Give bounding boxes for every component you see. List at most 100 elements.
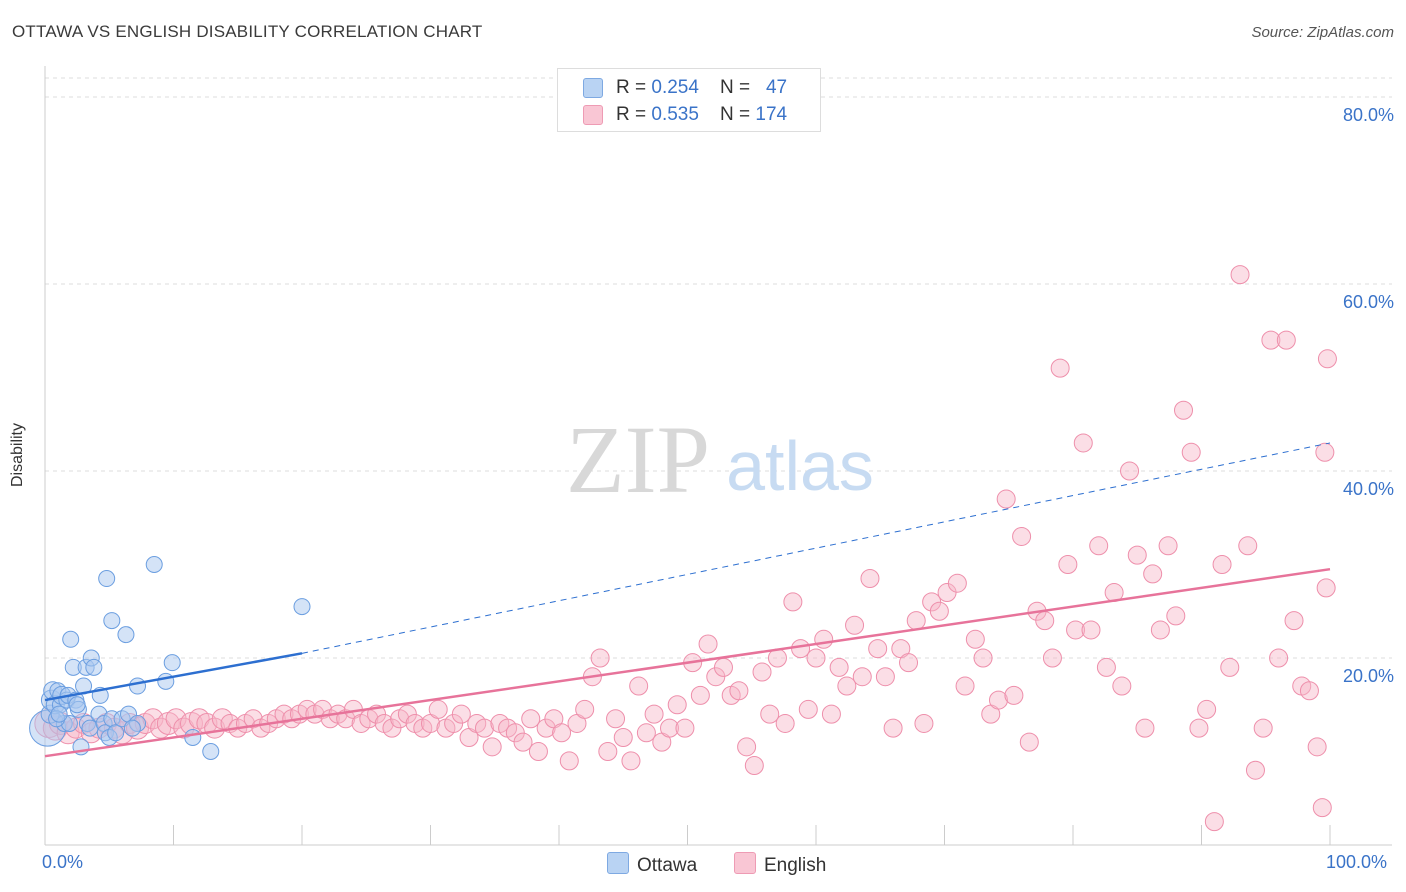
english-point — [660, 718, 680, 738]
english-point — [590, 648, 610, 668]
english-point — [629, 676, 649, 696]
english-point — [1143, 564, 1163, 584]
english-point — [1261, 330, 1281, 350]
english-point — [482, 737, 502, 757]
english-point — [451, 704, 471, 724]
legend-swatch-english — [583, 105, 603, 125]
grid-lines — [45, 77, 1392, 659]
ottawa-point — [157, 672, 175, 690]
english-point — [598, 742, 618, 761]
english-point — [883, 718, 903, 738]
y-tick-label: 40.0% — [1342, 479, 1394, 499]
english-point — [1096, 657, 1116, 677]
english-point — [775, 713, 795, 733]
english-point — [1284, 611, 1304, 631]
ottawa-point — [107, 724, 125, 742]
english-point — [1135, 718, 1155, 738]
bottom-legend-swatch-ottawa — [607, 852, 629, 874]
english-point — [829, 657, 849, 677]
chart-title: OTTAWA VS ENGLISH DISABILITY CORRELATION… — [12, 22, 483, 41]
ottawa-point — [68, 696, 86, 714]
english-trend-line — [44, 567, 1331, 758]
english-point — [1019, 732, 1039, 752]
english-point — [875, 667, 895, 687]
english-point — [988, 690, 1008, 710]
english-point — [1004, 685, 1024, 705]
ottawa-point — [103, 612, 121, 630]
english-point — [806, 648, 826, 668]
english-point — [1212, 555, 1232, 574]
english-point — [1012, 526, 1032, 546]
english-point — [1189, 718, 1209, 738]
english-point — [1050, 358, 1070, 378]
ottawa-point — [293, 598, 311, 616]
trend-lines — [44, 442, 1331, 758]
legend-box: R = 0.254 N = 47 R = 0.535 N = 174 — [557, 68, 821, 132]
ottawa-point — [50, 705, 68, 723]
english-point — [1245, 760, 1265, 780]
english-point — [1166, 606, 1186, 626]
english-point — [428, 699, 448, 719]
bottom-legend-label-ottawa: Ottawa — [637, 855, 698, 876]
english-point — [690, 685, 710, 705]
legend-r-value-english: 0.535 — [651, 104, 699, 125]
english-point — [821, 704, 841, 724]
english-point — [528, 742, 548, 761]
legend-swatch-ottawa — [583, 78, 603, 98]
english-point — [1073, 433, 1093, 453]
english-point — [868, 639, 888, 659]
english-point — [1181, 442, 1201, 462]
bottom-legend-swatch-english — [734, 852, 756, 874]
y-tick-label: 60.0% — [1342, 292, 1394, 312]
english-point — [798, 699, 818, 719]
english-point — [814, 629, 834, 649]
english-point — [1253, 718, 1273, 738]
ottawa-point — [62, 630, 80, 648]
legend-n-label: N = — [720, 104, 756, 125]
english-point — [1317, 349, 1337, 369]
y-tick-label: 80.0% — [1342, 105, 1394, 125]
ottawa-point — [81, 719, 99, 737]
english-point — [552, 723, 572, 743]
english-point — [744, 756, 764, 776]
source-label: Source: ZipAtlas.com — [1251, 24, 1394, 41]
english-point — [1112, 676, 1132, 696]
ottawa-point — [145, 556, 163, 573]
english-point — [783, 592, 803, 612]
y-tick-label: 20.0% — [1342, 666, 1394, 686]
english-point — [667, 695, 687, 715]
english-point — [1150, 620, 1170, 640]
english-point — [914, 713, 934, 733]
ottawa-trend-line — [44, 652, 303, 702]
ottawa-point — [163, 654, 181, 672]
english-point — [1312, 798, 1332, 818]
legend-n-value-english: 174 — [755, 104, 788, 125]
english-point — [955, 676, 975, 696]
bottom-legend-label-english: English — [764, 855, 827, 876]
english-point — [675, 718, 695, 738]
english-point — [996, 489, 1016, 509]
legend-r-label: R = — [616, 104, 652, 125]
english-point — [713, 657, 733, 677]
english-point — [947, 573, 967, 593]
english-point — [606, 709, 626, 729]
english-point — [521, 709, 541, 729]
english-point — [906, 611, 926, 631]
english-point — [698, 634, 718, 654]
legend-n-label: N = — [720, 77, 756, 98]
english-point — [845, 615, 865, 635]
english-point — [644, 704, 664, 724]
english-point — [760, 704, 780, 724]
english-point — [860, 569, 880, 589]
ottawa-point — [202, 743, 220, 760]
english-point — [1204, 812, 1224, 832]
english-point — [1316, 578, 1336, 598]
legend-r-label: R = — [616, 77, 652, 98]
ottawa-point — [129, 677, 147, 695]
english-point — [1058, 555, 1078, 574]
legend-n-value-ottawa: 47 — [765, 77, 788, 98]
english-point — [1230, 265, 1250, 285]
legend-r-value-ottawa: 0.254 — [651, 77, 699, 98]
english-point — [852, 667, 872, 687]
